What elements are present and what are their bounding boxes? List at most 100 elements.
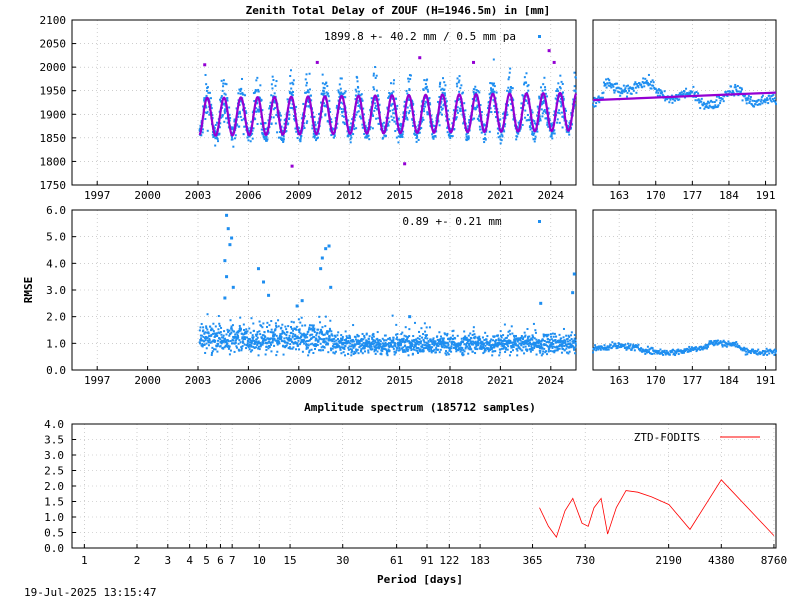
ztd-point	[327, 92, 330, 95]
rmse-spike	[300, 299, 304, 303]
ztd-point	[317, 136, 320, 139]
ztd-point	[366, 136, 369, 139]
rmse-point	[562, 327, 565, 330]
rmse-point	[318, 349, 321, 352]
rmse-recent-point	[608, 346, 611, 349]
rmse-recent-point	[629, 343, 632, 346]
rmse-point	[322, 334, 325, 337]
rmse-point	[423, 347, 426, 350]
rmse-point	[497, 344, 500, 347]
ztd-point	[264, 128, 267, 131]
rmse-point	[509, 341, 512, 344]
rmse-point	[360, 337, 363, 340]
rmse-recent-point	[648, 348, 651, 351]
ztd-point	[523, 76, 526, 79]
ztd-point	[507, 86, 510, 89]
rmse-point	[295, 348, 298, 351]
ztd-point	[338, 96, 341, 99]
rmse-point	[514, 342, 517, 345]
rmse-recent-point	[663, 350, 666, 353]
rmse-point	[308, 339, 311, 342]
rmse-point	[255, 335, 258, 338]
rmse-point	[539, 345, 542, 348]
ztd-point	[254, 110, 257, 113]
rmse-point	[305, 346, 308, 349]
rmse-point	[539, 349, 542, 352]
ztd-point	[290, 93, 293, 96]
rmse-recent-point	[723, 344, 726, 347]
rmse-point	[402, 337, 405, 340]
ztd-point	[512, 118, 515, 121]
rmse-point	[329, 338, 332, 341]
rmse-point	[257, 347, 260, 350]
rmse-point	[523, 340, 526, 343]
rmse-point	[313, 331, 316, 334]
rmse-point	[251, 349, 254, 352]
ztd-point	[501, 135, 504, 138]
rmse-point	[328, 327, 331, 330]
rmse-recent-point	[707, 345, 710, 348]
rmse-recent-point	[774, 351, 777, 354]
rmse-point	[546, 353, 549, 356]
spectrum-xtick-label: 183	[470, 554, 490, 567]
rmse-point	[516, 354, 519, 357]
rmse-point	[547, 350, 550, 353]
rmse-recent-point	[634, 344, 637, 347]
rmse-point	[229, 349, 232, 352]
rmse-point	[389, 338, 392, 341]
rmse-point	[307, 328, 310, 331]
rmse-point	[546, 344, 549, 347]
ztd-point	[381, 136, 384, 139]
ztd-point	[203, 111, 206, 114]
spectrum-ytick-label: 4.0	[44, 418, 64, 431]
rmse-point	[496, 345, 499, 348]
rmse-point	[487, 348, 490, 351]
rmse-point	[503, 323, 506, 326]
rmse-point	[271, 337, 274, 340]
rmse-point	[449, 346, 452, 349]
ztd-point	[228, 106, 231, 109]
rmse-point	[455, 345, 458, 348]
ztd-recent-point	[665, 98, 668, 101]
rmse-point	[457, 349, 460, 352]
ztd-point	[465, 135, 468, 138]
ztd-point	[278, 130, 281, 133]
rmse-point	[484, 331, 487, 334]
ztd-point	[328, 99, 331, 102]
ztd-recent-point	[705, 104, 708, 107]
ztd-point	[317, 132, 320, 135]
ztd-point	[322, 90, 325, 93]
rmse-recent-point	[627, 345, 630, 348]
rmse-point	[309, 343, 312, 346]
rmse-point	[573, 340, 576, 343]
ztd-recent-point	[709, 105, 712, 108]
rmse-recent-points	[592, 339, 777, 357]
ztd-recent-point	[706, 106, 709, 109]
ztd-point	[553, 132, 556, 135]
rmse-point	[199, 326, 202, 329]
rmse-point	[281, 340, 284, 343]
rmse-point	[465, 336, 468, 339]
rmse-point	[374, 341, 377, 344]
rmse-point	[246, 342, 249, 345]
rmse-point	[573, 337, 576, 340]
rmse-point	[231, 338, 234, 341]
rmse-point	[563, 349, 566, 352]
rmse-point	[350, 345, 353, 348]
rmse-point	[317, 339, 320, 342]
rmse-point	[515, 344, 518, 347]
ztd-point	[558, 109, 561, 112]
ztd-point	[479, 104, 482, 107]
rmse-point	[572, 339, 575, 342]
rmse-point	[534, 331, 537, 334]
ztd-point	[538, 97, 541, 100]
ztd-point	[398, 123, 401, 126]
ztd-point	[241, 77, 244, 80]
ztd-point	[208, 113, 211, 116]
ztd-point	[304, 91, 307, 94]
rmse-point	[435, 347, 438, 350]
ztd-point	[526, 119, 529, 122]
rmse-recent-point	[658, 352, 661, 355]
rmse-recent-point	[608, 345, 611, 348]
ztd-point	[230, 126, 233, 129]
